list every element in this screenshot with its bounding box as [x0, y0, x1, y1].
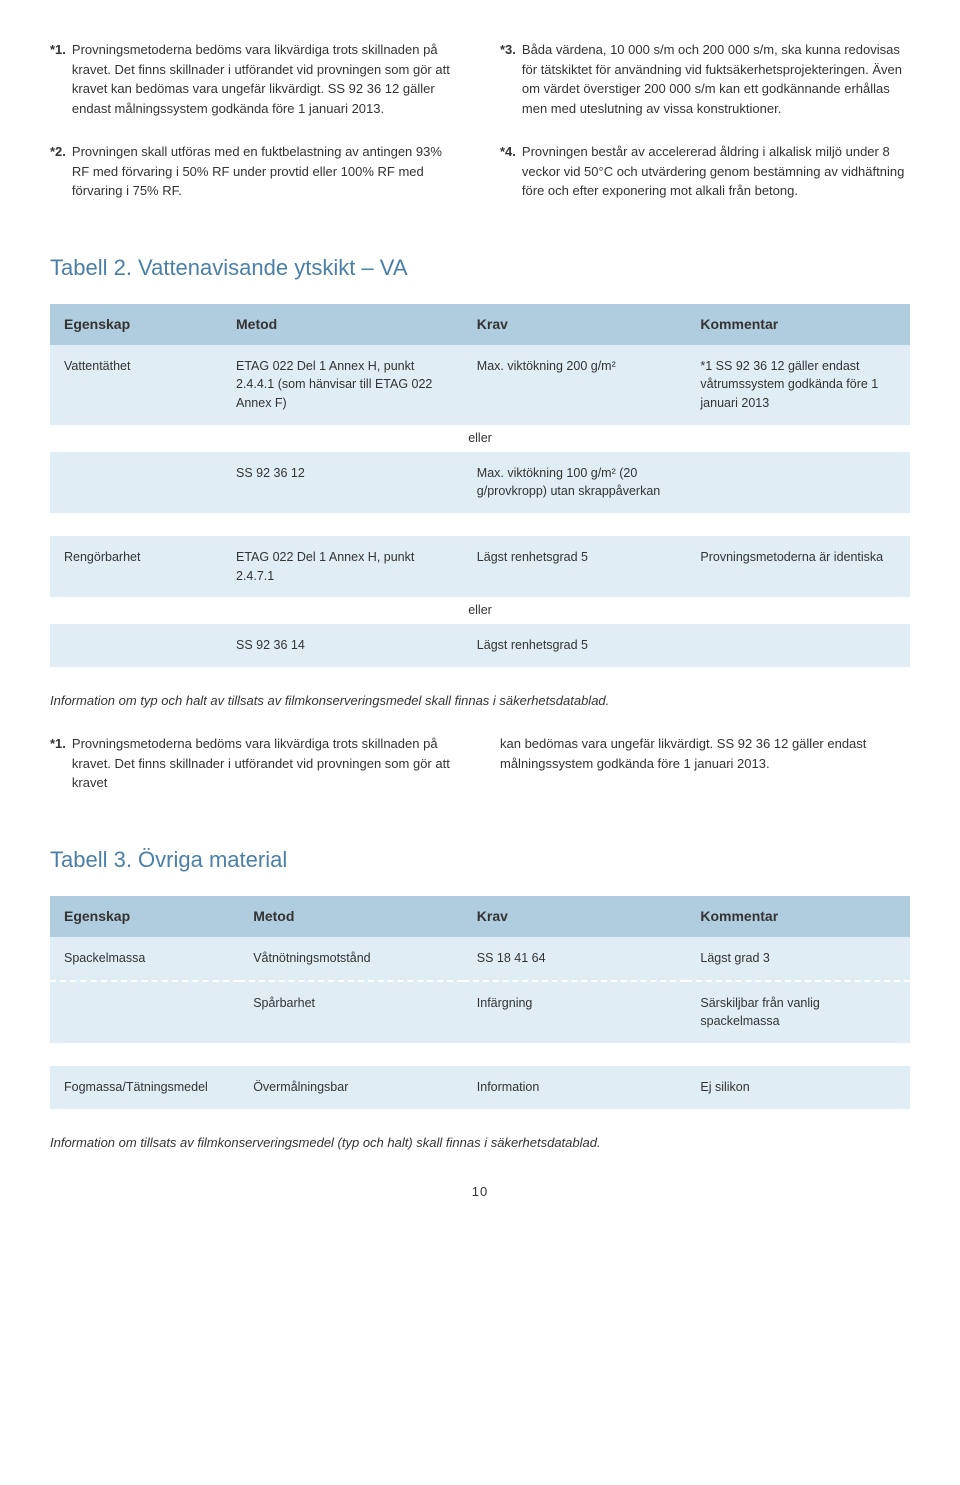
separator-row: eller	[50, 425, 910, 452]
note-text: Provningen består av accelererad åldring…	[522, 142, 910, 201]
cell: Ej silikon	[686, 1066, 910, 1109]
cell: *1 SS 92 36 12 gäller endast våtrumssyst…	[686, 345, 910, 425]
cell: Särskiljbar från vanlig spackelmassa	[686, 981, 910, 1044]
cell: Övermålningsbar	[239, 1066, 463, 1109]
table3-title: Tabell 3. Övriga material	[50, 843, 910, 876]
table3-header-row: Egenskap Metod Krav Kommentar	[50, 896, 910, 937]
cell: Lägst renhetsgrad 5	[463, 536, 687, 598]
top-notes-grid: *1. Provningsmetoderna bedöms vara likvä…	[50, 40, 910, 201]
mid-notes-grid: *1. Provningsmetoderna bedöms vara likvä…	[50, 734, 910, 793]
th-egenskap: Egenskap	[50, 304, 222, 345]
separator-row	[50, 1043, 910, 1066]
cell: SS 92 36 12	[222, 452, 463, 514]
table-row: SS 92 36 12 Max. viktökning 100 g/m² (20…	[50, 452, 910, 514]
cell: Information	[463, 1066, 687, 1109]
cell: Våtnötningsmotstånd	[239, 937, 463, 981]
separator-text: eller	[50, 425, 910, 452]
cell: Spackelmassa	[50, 937, 239, 981]
note-2: *2. Provningen skall utföras med en fukt…	[50, 142, 460, 201]
note-number: *2.	[50, 142, 66, 201]
table-row: SS 92 36 14 Lägst renhetsgrad 5	[50, 624, 910, 667]
note-number: *1.	[50, 734, 66, 793]
cell	[686, 624, 910, 667]
cell: Fogmassa/Tätningsmedel	[50, 1066, 239, 1109]
note-text: kan bedömas vara ungefär likvärdigt. SS …	[500, 734, 910, 793]
table2-header-row: Egenskap Metod Krav Kommentar	[50, 304, 910, 345]
note-number: *3.	[500, 40, 516, 118]
note-number: *1.	[50, 40, 66, 118]
table-row: Spackelmassa Våtnötningsmotstånd SS 18 4…	[50, 937, 910, 981]
table-row: Spårbarhet Infärgning Särskiljbar från v…	[50, 981, 910, 1044]
table-row: Vattentäthet ETAG 022 Del 1 Annex H, pun…	[50, 345, 910, 425]
cell: ETAG 022 Del 1 Annex H, punkt 2.4.7.1	[222, 536, 463, 598]
cell	[686, 452, 910, 514]
cell: ETAG 022 Del 1 Annex H, punkt 2.4.4.1 (s…	[222, 345, 463, 425]
cell	[50, 624, 222, 667]
separator-text: eller	[50, 597, 910, 624]
note-3: *3. Båda värdena, 10 000 s/m och 200 000…	[500, 40, 910, 118]
table2-title: Tabell 2. Vattenavisande ytskikt – VA	[50, 251, 910, 284]
table-row: Fogmassa/Tätningsmedel Övermålningsbar I…	[50, 1066, 910, 1109]
table3: Egenskap Metod Krav Kommentar Spackelmas…	[50, 896, 910, 1109]
cell: Infärgning	[463, 981, 687, 1044]
cell: SS 92 36 14	[222, 624, 463, 667]
th-kommentar: Kommentar	[686, 304, 910, 345]
th-egenskap: Egenskap	[50, 896, 239, 937]
bottom-info-note: Information om tillsats av filmkonserver…	[50, 1133, 910, 1153]
cell: Spårbarhet	[239, 981, 463, 1044]
cell: SS 18 41 64	[463, 937, 687, 981]
th-metod: Metod	[222, 304, 463, 345]
note-1: *1. Provningsmetoderna bedöms vara likvä…	[50, 40, 460, 118]
th-krav: Krav	[463, 304, 687, 345]
mid-note-right: kan bedömas vara ungefär likvärdigt. SS …	[500, 734, 910, 793]
table-row: Rengörbarhet ETAG 022 Del 1 Annex H, pun…	[50, 536, 910, 598]
page-number: 10	[50, 1182, 910, 1202]
note-text: Provningsmetoderna bedöms vara likvärdig…	[72, 40, 460, 118]
cell: Rengörbarhet	[50, 536, 222, 598]
cell: Max. viktökning 100 g/m² (20 g/provkropp…	[463, 452, 687, 514]
note-text: Båda värdena, 10 000 s/m och 200 000 s/m…	[522, 40, 910, 118]
th-metod: Metod	[239, 896, 463, 937]
mid-note-left: *1. Provningsmetoderna bedöms vara likvä…	[50, 734, 460, 793]
table2: Egenskap Metod Krav Kommentar Vattentäth…	[50, 304, 910, 667]
separator-row: eller	[50, 597, 910, 624]
note-text: Provningsmetoderna bedöms vara likvärdig…	[72, 734, 460, 793]
cell: Provningsmetoderna är identiska	[686, 536, 910, 598]
th-kommentar: Kommentar	[686, 896, 910, 937]
th-krav: Krav	[463, 896, 687, 937]
cell	[50, 981, 239, 1044]
cell	[50, 452, 222, 514]
note-number: *4.	[500, 142, 516, 201]
cell: Vattentäthet	[50, 345, 222, 425]
note-4: *4. Provningen består av accelererad åld…	[500, 142, 910, 201]
cell: Max. viktökning 200 g/m²	[463, 345, 687, 425]
cell: Lägst renhetsgrad 5	[463, 624, 687, 667]
note-text: Provningen skall utföras med en fuktbela…	[72, 142, 460, 201]
mid-info-note: Information om typ och halt av tillsats …	[50, 691, 910, 711]
cell: Lägst grad 3	[686, 937, 910, 981]
separator-row	[50, 513, 910, 536]
